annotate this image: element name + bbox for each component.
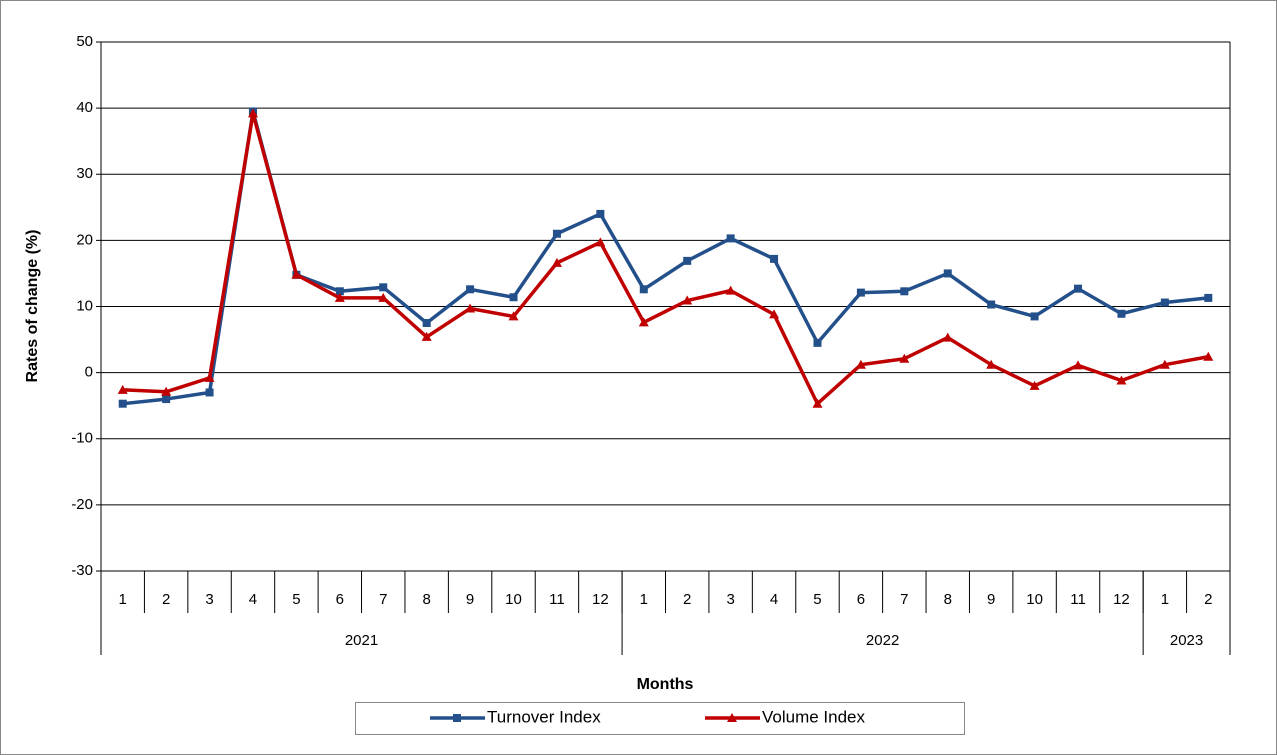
marker [595,237,606,247]
x-tick-label: 10 [1026,591,1043,608]
x-tick-label: 1 [640,591,648,608]
marker [247,108,258,118]
y-tick-label: 10 [76,297,93,314]
marker [855,359,866,369]
x-tick-label: 11 [549,591,565,608]
marker [453,714,461,722]
marker [1029,380,1040,390]
x-tick-label: 12 [592,591,609,608]
marker [291,269,302,279]
marker [725,285,736,295]
marker [117,384,128,394]
x-tick-label: 8 [423,591,431,608]
group-label: 2023 [1170,632,1203,649]
group-label: 2022 [866,632,899,649]
x-axis-title: Months [637,676,694,693]
y-tick-label: -30 [71,562,93,579]
x-tick-label: 6 [857,591,865,608]
marker [726,234,735,243]
marker [770,254,779,263]
group-label: 2021 [345,632,378,649]
marker [856,288,865,297]
marker [813,338,822,347]
marker [987,300,996,309]
x-tick-label: 10 [505,591,522,608]
x-tick-label: 12 [1113,591,1130,608]
x-tick-label: 5 [813,591,821,608]
x-tick-label: 2 [683,591,691,608]
x-tick-label: 1 [1161,591,1169,608]
marker [118,399,127,408]
x-tick-label: 4 [249,591,257,608]
marker [205,388,214,397]
marker [379,283,388,292]
marker [596,209,605,218]
marker [1160,298,1169,307]
marker [638,317,649,327]
marker [162,395,171,404]
marker [552,229,561,238]
x-tick-label: 11 [1070,591,1086,608]
marker [1073,360,1084,370]
x-tick-label: 4 [770,591,778,608]
x-tick-label: 1 [119,591,127,608]
marker [899,353,910,363]
marker [335,287,344,296]
marker [682,295,693,305]
marker [421,331,432,341]
x-tick-label: 2 [162,591,170,608]
marker [204,372,215,382]
x-tick-label: 3 [726,591,734,608]
y-tick-label: -10 [71,430,93,447]
y-tick-label: 50 [76,33,93,50]
x-tick-label: 9 [466,591,474,608]
y-tick-label: 30 [76,165,93,182]
marker [769,309,780,319]
x-tick-label: 3 [205,591,213,608]
marker [1203,351,1214,361]
marker [727,713,737,722]
x-tick-label: 7 [900,591,908,608]
marker [1204,293,1213,302]
marker [551,257,562,267]
x-tick-label: 5 [292,591,300,608]
series-line [122,111,1209,406]
marker [509,293,518,302]
x-tick-label: 9 [987,591,995,608]
marker [422,319,431,328]
y-tick-label: -20 [71,496,93,513]
marker [1116,375,1127,385]
marker [378,292,389,302]
marker [465,303,476,313]
marker [943,269,952,278]
y-tick-label: 40 [76,99,93,116]
y-tick-label: 20 [76,231,93,248]
marker [334,292,345,302]
marker [812,398,823,408]
marker [1117,309,1126,318]
marker [986,359,997,369]
marker [900,287,909,296]
y-tick-label: 0 [85,364,93,381]
x-tick-label: 2 [1204,591,1212,608]
marker [1074,284,1083,293]
y-axis-title: Rates of change (%) [24,230,41,383]
legend-label: Turnover Index [487,707,601,726]
marker [1030,312,1039,321]
marker [942,332,953,342]
marker [161,386,172,396]
marker [683,256,692,265]
x-tick-label: 6 [336,591,344,608]
marker [508,311,519,321]
marker [466,285,475,294]
x-tick-label: 8 [944,591,952,608]
legend-label: Volume Index [762,707,866,726]
marker [1159,359,1170,369]
x-tick-label: 7 [379,591,387,608]
marker [639,285,648,294]
